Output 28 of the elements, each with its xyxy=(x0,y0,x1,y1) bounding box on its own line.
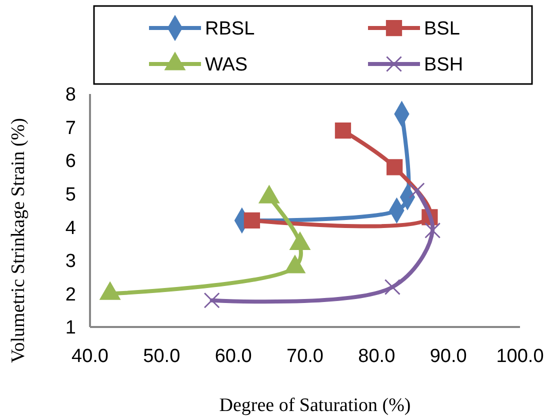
y-tick-label: 7 xyxy=(65,118,76,139)
y-tick-label: 2 xyxy=(65,284,76,306)
x-axis-title: Degree of Saturation (%) xyxy=(219,395,411,416)
x-tick-label: 40.0 xyxy=(72,346,108,367)
y-tick-label: 3 xyxy=(65,251,76,272)
y-tick-label: 5 xyxy=(65,184,76,206)
y-tick-label: 8 xyxy=(65,84,76,106)
x-tick-label: 90.0 xyxy=(430,346,467,367)
point xyxy=(386,159,403,176)
y-tick-label: 6 xyxy=(65,151,76,172)
legend-label: BSL xyxy=(424,18,460,40)
point xyxy=(408,182,425,199)
x-tick-label: 60.0 xyxy=(214,346,252,367)
point xyxy=(384,279,400,296)
y-tick-label: 1 xyxy=(65,318,76,339)
point xyxy=(244,212,260,229)
point xyxy=(334,122,352,139)
point xyxy=(204,292,220,308)
legend-label: BSH xyxy=(424,54,464,76)
legend-label: RBSL xyxy=(205,18,255,40)
x-tick-label: 100.0 xyxy=(496,346,544,367)
y-axis-title: Volumetric Strinkage Strain (%) xyxy=(8,118,29,364)
point xyxy=(424,222,441,238)
x-tick-label: 70.0 xyxy=(286,346,324,367)
x-tick-label: 80.0 xyxy=(358,346,396,367)
x-tick-label: 50.0 xyxy=(143,346,180,367)
legend-label: WAS xyxy=(205,54,248,76)
y-tick-label: 4 xyxy=(65,218,76,239)
